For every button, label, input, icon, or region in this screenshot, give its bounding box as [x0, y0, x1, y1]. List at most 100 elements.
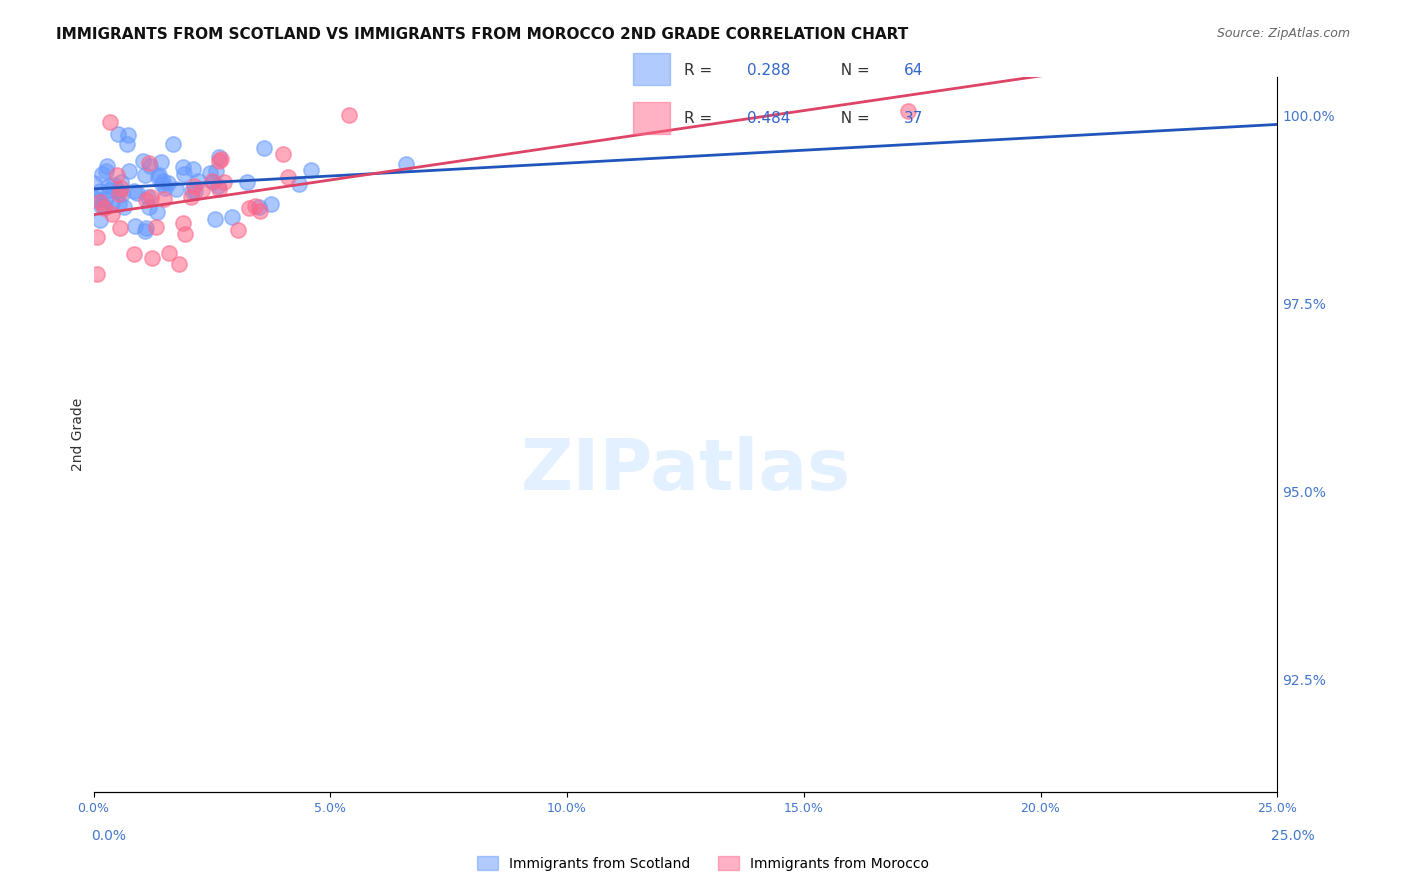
Point	[112, 200, 135, 214]
Point	[221, 210, 243, 224]
Point	[148, 168, 170, 182]
Point	[201, 174, 224, 188]
Point	[238, 201, 260, 215]
Point	[201, 175, 224, 189]
Point	[86, 267, 108, 281]
Point	[110, 180, 132, 194]
Point	[394, 156, 416, 170]
Y-axis label: 2nd Grade: 2nd Grade	[72, 398, 86, 471]
Point	[172, 161, 194, 175]
Point	[98, 183, 121, 197]
Point	[167, 257, 190, 271]
Point	[157, 176, 180, 190]
Point	[131, 153, 153, 168]
Point	[208, 150, 231, 164]
Point	[117, 128, 139, 142]
Point	[98, 178, 121, 193]
Point	[180, 189, 202, 203]
Point	[245, 199, 267, 213]
Point	[110, 221, 132, 235]
Point	[84, 191, 107, 205]
Text: ZIPatlas: ZIPatlas	[520, 436, 851, 505]
Bar	[633, 53, 669, 85]
Point	[89, 195, 111, 210]
Point	[174, 227, 197, 242]
Point	[91, 167, 114, 181]
Point	[148, 170, 170, 185]
Point	[165, 182, 187, 196]
Text: N =: N =	[831, 111, 875, 126]
Text: 0.484: 0.484	[747, 111, 790, 126]
Point	[150, 178, 173, 192]
Point	[153, 180, 176, 194]
Point	[138, 156, 160, 170]
Point	[207, 179, 229, 194]
Point	[157, 246, 180, 260]
Point	[249, 204, 271, 219]
Point	[212, 175, 235, 189]
Point	[141, 190, 163, 204]
Point	[96, 163, 118, 178]
Point	[277, 170, 299, 185]
Point	[118, 164, 141, 178]
Point	[204, 163, 226, 178]
Point	[271, 147, 294, 161]
Point	[135, 193, 157, 207]
Point	[98, 115, 121, 129]
Point	[136, 190, 159, 204]
Point	[153, 193, 176, 207]
Point	[247, 201, 270, 215]
Point	[208, 154, 231, 169]
Point	[122, 184, 145, 198]
Point	[235, 176, 257, 190]
Legend: Immigrants from Scotland, Immigrants from Morocco: Immigrants from Scotland, Immigrants fro…	[471, 850, 935, 876]
Point	[93, 201, 115, 215]
Point	[122, 247, 145, 261]
Point	[139, 159, 162, 173]
Point	[96, 159, 118, 173]
Point	[187, 174, 209, 188]
Text: 0.288: 0.288	[747, 62, 790, 78]
Point	[83, 176, 105, 190]
Point	[110, 186, 132, 201]
Point	[93, 199, 115, 213]
Point	[107, 186, 129, 201]
Point	[226, 223, 249, 237]
Point	[172, 216, 194, 230]
Point	[86, 229, 108, 244]
Point	[107, 128, 129, 142]
Point	[184, 184, 207, 198]
Point	[897, 104, 920, 119]
Point	[101, 206, 124, 220]
Bar	[633, 103, 669, 135]
Point	[100, 196, 122, 211]
Text: 0.0%: 0.0%	[91, 830, 127, 843]
Point	[152, 174, 174, 188]
Text: Source: ZipAtlas.com: Source: ZipAtlas.com	[1216, 27, 1350, 40]
Point	[173, 167, 195, 181]
Point	[94, 192, 117, 206]
Point	[299, 162, 322, 177]
Text: R =: R =	[685, 62, 717, 78]
Point	[209, 152, 232, 166]
Point	[208, 182, 231, 196]
Text: R =: R =	[685, 111, 717, 126]
Point	[90, 199, 112, 213]
Point	[134, 224, 156, 238]
Point	[145, 220, 167, 235]
Point	[86, 193, 108, 207]
Point	[287, 178, 309, 192]
Point	[105, 168, 128, 182]
Point	[138, 200, 160, 214]
Text: 25.0%: 25.0%	[1271, 830, 1315, 843]
Point	[103, 178, 125, 192]
Point	[260, 196, 283, 211]
Point	[135, 220, 157, 235]
Point	[183, 178, 205, 193]
Text: 37: 37	[904, 111, 924, 126]
Point	[252, 141, 274, 155]
Point	[141, 251, 163, 265]
Point	[149, 154, 172, 169]
Point	[180, 184, 202, 198]
Point	[146, 205, 169, 219]
